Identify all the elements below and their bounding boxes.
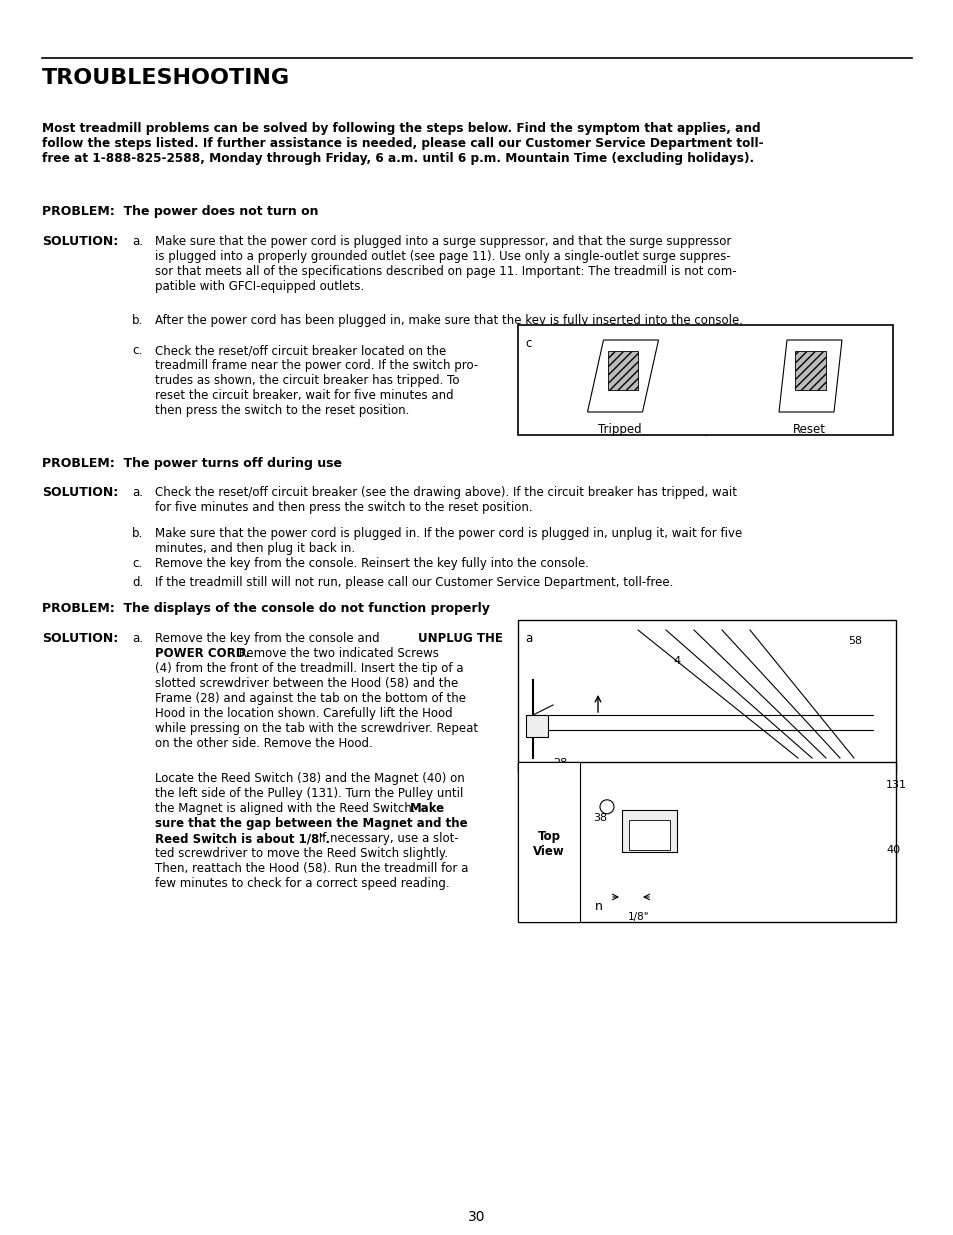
Text: few minutes to check for a correct speed reading.: few minutes to check for a correct speed… [154,877,449,890]
Text: If the treadmill still will not run, please call our Customer Service Department: If the treadmill still will not run, ple… [154,576,673,589]
Text: Locate the Reed Switch (38) and the Magnet (40) on: Locate the Reed Switch (38) and the Magn… [154,772,464,785]
Bar [517,762,579,923]
Text: the Magnet is aligned with the Reed Switch.: the Magnet is aligned with the Reed Swit… [154,802,418,815]
Text: 30: 30 [468,1210,485,1224]
Text: while pressing on the tab with the screwdriver. Repeat: while pressing on the tab with the screw… [154,722,477,735]
Text: UNPLUG THE: UNPLUG THE [417,632,502,645]
Text: Remove the key from the console. Reinsert the key fully into the console.: Remove the key from the console. Reinser… [154,557,588,571]
Text: a.: a. [132,235,143,248]
Text: Reed Switch is about 1/8".: Reed Switch is about 1/8". [154,832,330,845]
Text: Check the reset/off circuit breaker located on the
treadmill frame near the powe: Check the reset/off circuit breaker loca… [154,345,477,417]
Text: Frame (28) and against the tab on the bottom of the: Frame (28) and against the tab on the bo… [154,692,465,705]
Bar [517,620,895,772]
Text: (4) from the front of the treadmill. Insert the tip of a: (4) from the front of the treadmill. Ins… [154,662,463,676]
Text: 58: 58 [847,636,862,646]
Text: 131: 131 [885,781,906,790]
Text: Remove the key from the console and: Remove the key from the console and [154,632,383,645]
Text: PROBLEM:  The power turns off during use: PROBLEM: The power turns off during use [42,457,341,471]
Bar [628,820,669,850]
Text: After the power cord has been plugged in, make sure that the key is fully insert: After the power cord has been plugged in… [154,314,742,327]
Text: a.: a. [132,632,143,645]
Bar [517,325,892,435]
Text: 28: 28 [553,758,567,768]
Polygon shape [779,340,841,412]
Text: n: n [595,900,602,913]
Text: Remove the two indicated Screws: Remove the two indicated Screws [234,647,438,659]
Polygon shape [607,351,638,390]
Text: ted screwdriver to move the Reed Switch slightly.: ted screwdriver to move the Reed Switch … [154,847,448,860]
Text: SOLUTION:: SOLUTION: [42,632,118,645]
Text: on the other side. Remove the Hood.: on the other side. Remove the Hood. [154,737,373,750]
Text: c.: c. [132,557,142,571]
Text: sure that the gap between the Magnet and the: sure that the gap between the Magnet and… [154,818,467,830]
Text: 38: 38 [593,813,606,823]
Polygon shape [587,340,658,412]
Text: 1/8": 1/8" [627,911,649,923]
Text: Most treadmill problems can be solved by following the steps below. Find the sym: Most treadmill problems can be solved by… [42,122,762,165]
Text: PROBLEM:  The displays of the console do not function properly: PROBLEM: The displays of the console do … [42,601,489,615]
Text: Make sure that the power cord is plugged into a surge suppressor, and that the s: Make sure that the power cord is plugged… [154,235,736,293]
Polygon shape [795,351,824,390]
Text: 4: 4 [672,656,679,666]
Text: c.: c. [132,345,142,357]
Text: PROBLEM:  The power does not turn on: PROBLEM: The power does not turn on [42,205,318,219]
Text: Make sure that the power cord is plugged in. If the power cord is plugged in, un: Make sure that the power cord is plugged… [154,527,741,555]
Text: d.: d. [132,576,143,589]
Text: Check the reset/off circuit breaker (see the drawing above). If the circuit brea: Check the reset/off circuit breaker (see… [154,487,737,514]
Text: c: c [524,337,531,350]
Text: the left side of the Pulley (131). Turn the Pulley until: the left side of the Pulley (131). Turn … [154,787,463,800]
Text: Then, reattach the Hood (58). Run the treadmill for a: Then, reattach the Hood (58). Run the tr… [154,862,468,876]
Bar [525,715,547,737]
Text: a: a [524,632,532,645]
Bar [517,762,895,923]
Text: Tripped: Tripped [598,424,641,436]
Text: SOLUTION:: SOLUTION: [42,235,118,248]
Text: b.: b. [132,527,143,540]
Text: POWER CORD.: POWER CORD. [154,647,250,659]
Text: Make: Make [410,802,445,815]
Text: Top
View: Top View [533,830,564,858]
Text: Reset: Reset [792,424,824,436]
Text: a.: a. [132,487,143,499]
Text: SOLUTION:: SOLUTION: [42,487,118,499]
Text: slotted screwdriver between the Hood (58) and the: slotted screwdriver between the Hood (58… [154,677,457,690]
Bar [621,810,677,852]
Text: TROUBLESHOOTING: TROUBLESHOOTING [42,68,290,88]
Text: Hood in the location shown. Carefully lift the Hood: Hood in the location shown. Carefully li… [154,706,452,720]
Text: b.: b. [132,314,143,327]
Text: 40: 40 [885,845,900,855]
Text: If necessary, use a slot-: If necessary, use a slot- [314,832,458,845]
